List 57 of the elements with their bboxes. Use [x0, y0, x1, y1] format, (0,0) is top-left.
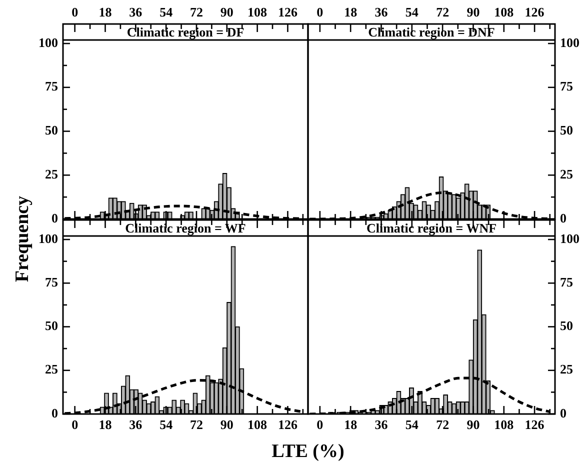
x-tick-label: 108 — [248, 417, 268, 432]
x-tick-label: 90 — [466, 4, 480, 20]
x-tick-label: 54 — [160, 4, 174, 20]
x-tick-label: 36 — [129, 417, 143, 432]
x-tick-label: 0 — [316, 417, 324, 432]
x-tick-label: 72 — [436, 4, 450, 20]
x-tick-label: 18 — [344, 417, 358, 432]
x-tick-label: 54 — [405, 417, 419, 432]
y-tick-label: 100 — [38, 34, 58, 50]
y-tick-label: 0 — [560, 405, 566, 420]
y-tick-label: 0 — [560, 210, 566, 226]
x-tick-label: 90 — [220, 4, 234, 20]
x-tick-label: 108 — [494, 4, 514, 20]
y-tick-label: 25 — [45, 166, 58, 182]
y-tick-label: 100 — [560, 230, 580, 246]
x-tick-label: 54 — [160, 417, 174, 432]
y-tick-label: 0 — [52, 405, 58, 420]
chart-title: Climatic region = DNF — [368, 24, 495, 40]
y-axis-title: Frequency — [12, 194, 34, 284]
x-tick-label: 36 — [129, 4, 143, 20]
x-tick-label: 18 — [98, 417, 112, 432]
x-tick-label: 126 — [524, 417, 545, 432]
x-axis-title: LTE (%) — [270, 441, 346, 463]
y-tick-label: 75 — [560, 274, 574, 290]
y-tick-label: 25 — [560, 362, 574, 377]
y-tick-label: 50 — [45, 318, 58, 334]
x-tick-label: 126 — [524, 4, 545, 20]
y-tick-label: 50 — [560, 318, 573, 334]
y-tick-label: 0 — [52, 210, 58, 226]
y-tick-label: 25 — [45, 362, 58, 377]
chart-title: Climatic region = WNF — [366, 220, 497, 236]
x-tick-label: 126 — [278, 417, 298, 432]
x-tick-label: 18 — [98, 4, 112, 20]
x-tick-label: 108 — [248, 4, 268, 20]
y-tick-label: 75 — [45, 78, 58, 94]
x-tick-label: 126 — [278, 4, 298, 20]
x-tick-label: 90 — [466, 417, 480, 432]
x-tick-label: 72 — [436, 417, 450, 432]
x-tick-label: 72 — [190, 417, 203, 432]
x-tick-label: 72 — [190, 4, 203, 20]
x-tick-label: 0 — [316, 4, 324, 20]
y-tick-label: 100 — [560, 34, 580, 50]
y-tick-label: 100 — [38, 230, 58, 246]
x-tick-label: 36 — [374, 417, 388, 432]
x-tick-label: 36 — [374, 4, 388, 20]
x-tick-label: 0 — [72, 4, 78, 20]
x-tick-label: 0 — [72, 417, 78, 432]
x-tick-label: 18 — [344, 4, 358, 20]
x-tick-label: 54 — [405, 4, 419, 20]
y-tick-label: 75 — [45, 274, 58, 290]
y-tick-label: 75 — [560, 78, 574, 94]
y-tick-label: 50 — [45, 122, 58, 138]
y-tick-label: 50 — [560, 122, 573, 138]
y-tick-label: 25 — [560, 166, 574, 182]
x-tick-label: 108 — [494, 417, 514, 432]
x-tick-label: 90 — [220, 417, 234, 432]
chart-title: Climatic region = DF — [126, 24, 244, 40]
